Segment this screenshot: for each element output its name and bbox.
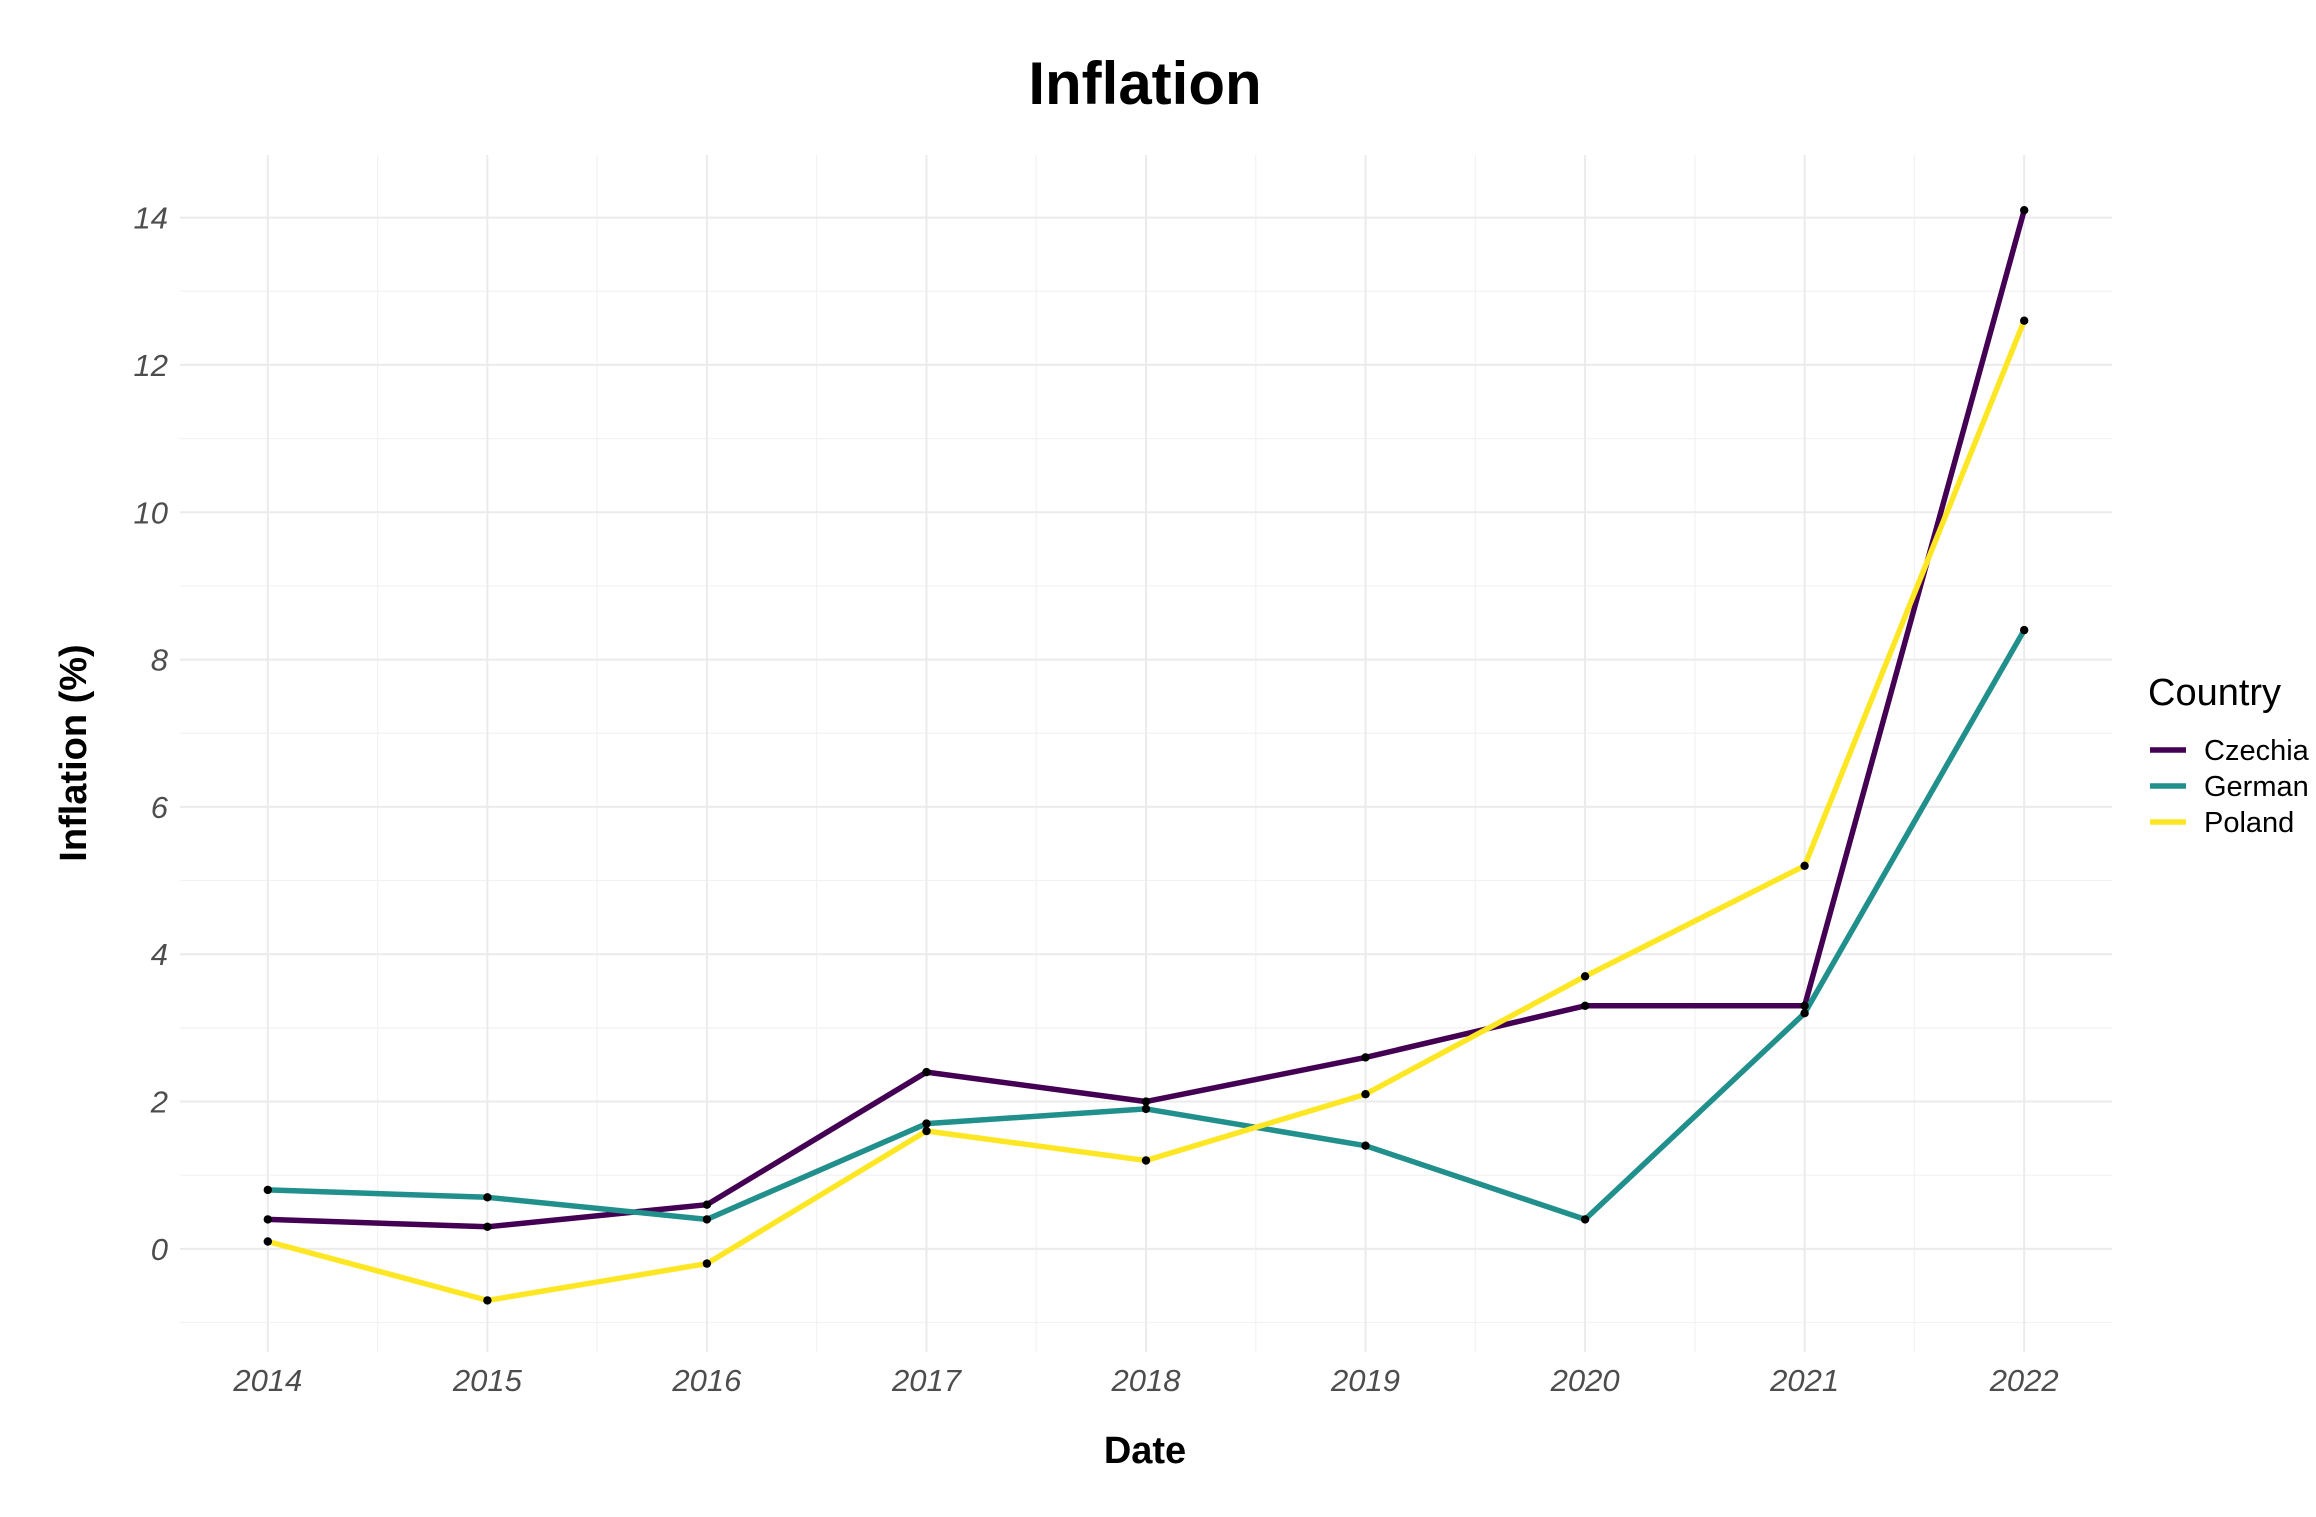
x-axis-ticks: 2014 2015 2016 2017 2018 2019 2020 2021 2022 bbox=[232, 1363, 2058, 1398]
data-point-poland-2020 bbox=[1580, 972, 1590, 981]
data-point-german-2017 bbox=[922, 1119, 931, 1128]
x-tick-label: 2014 bbox=[232, 1363, 302, 1398]
data-point-poland-2018 bbox=[1141, 1156, 1151, 1165]
legend: Country Czechia German Poland bbox=[2148, 672, 2310, 839]
grid bbox=[180, 155, 2112, 1352]
y-tick-label: 6 bbox=[151, 790, 169, 825]
data-point-czechia-2016 bbox=[702, 1200, 712, 1209]
legend-label-poland: Poland bbox=[2204, 807, 2294, 839]
data-point-poland-2014 bbox=[263, 1237, 272, 1246]
x-tick-label: 2021 bbox=[1769, 1363, 1839, 1398]
legend-item-czechia: Czechia bbox=[2150, 735, 2310, 767]
data-point-german-2022 bbox=[2020, 625, 2029, 635]
legend-label-german: German bbox=[2204, 771, 2309, 803]
legend-item-german: German bbox=[2150, 771, 2309, 803]
legend-item-poland: Poland bbox=[2150, 807, 2294, 839]
data-point-german-2021 bbox=[1800, 1009, 1809, 1018]
data-point-poland-2022 bbox=[2020, 316, 2029, 325]
data-point-german-2016 bbox=[702, 1215, 712, 1224]
y-tick-label: 12 bbox=[134, 348, 168, 383]
x-tick-label: 2018 bbox=[1111, 1363, 1182, 1398]
legend-title: Country bbox=[2148, 672, 2281, 714]
y-tick-label: 2 bbox=[150, 1085, 168, 1120]
data-point-poland-2015 bbox=[483, 1296, 492, 1305]
x-axis-title: Date bbox=[1104, 1430, 1186, 1472]
data-point-german-2015 bbox=[483, 1193, 492, 1202]
y-tick-label: 4 bbox=[151, 937, 168, 972]
data-point-german-2020 bbox=[1580, 1215, 1590, 1224]
y-tick-label: 14 bbox=[134, 201, 168, 236]
x-tick-label: 2022 bbox=[1989, 1363, 2059, 1398]
y-axis-ticks: 0 2 4 6 8 10 12 14 bbox=[134, 201, 169, 1267]
data-point-poland-2017 bbox=[922, 1126, 931, 1136]
y-tick-label: 0 bbox=[151, 1232, 168, 1267]
chart-title: Inflation bbox=[1028, 50, 1261, 117]
data-point-german-2018 bbox=[1141, 1104, 1151, 1114]
x-tick-label: 2017 bbox=[891, 1363, 963, 1398]
data-point-german-2019 bbox=[1361, 1141, 1370, 1150]
data-point-poland-2019 bbox=[1361, 1090, 1370, 1099]
x-tick-label: 2020 bbox=[1550, 1363, 1620, 1398]
data-point-czechia-2014 bbox=[263, 1215, 272, 1224]
x-tick-label: 2019 bbox=[1330, 1363, 1400, 1398]
y-tick-label: 10 bbox=[134, 495, 168, 530]
y-tick-label: 8 bbox=[151, 643, 169, 678]
data-point-czechia-2015 bbox=[483, 1222, 492, 1232]
data-point-czechia-2019 bbox=[1361, 1053, 1370, 1062]
data-point-poland-2021 bbox=[1800, 861, 1809, 870]
data-point-czechia-2017 bbox=[922, 1067, 931, 1077]
data-point-german-2014 bbox=[263, 1185, 272, 1195]
data-point-czechia-2021 bbox=[1800, 1001, 1809, 1010]
x-tick-label: 2016 bbox=[671, 1363, 742, 1398]
data-point-poland-2016 bbox=[702, 1259, 712, 1268]
data-point-czechia-2020 bbox=[1580, 1001, 1590, 1010]
data-point-czechia-2022 bbox=[2020, 206, 2029, 215]
x-tick-label: 2015 bbox=[452, 1363, 523, 1398]
legend-label-czechia: Czechia bbox=[2204, 735, 2310, 767]
y-axis-title: Inflation (%) bbox=[53, 644, 95, 861]
legend-items: Czechia German Poland bbox=[2150, 735, 2310, 839]
data-point-czechia-2018 bbox=[1141, 1097, 1151, 1106]
data-points bbox=[263, 206, 2029, 1305]
